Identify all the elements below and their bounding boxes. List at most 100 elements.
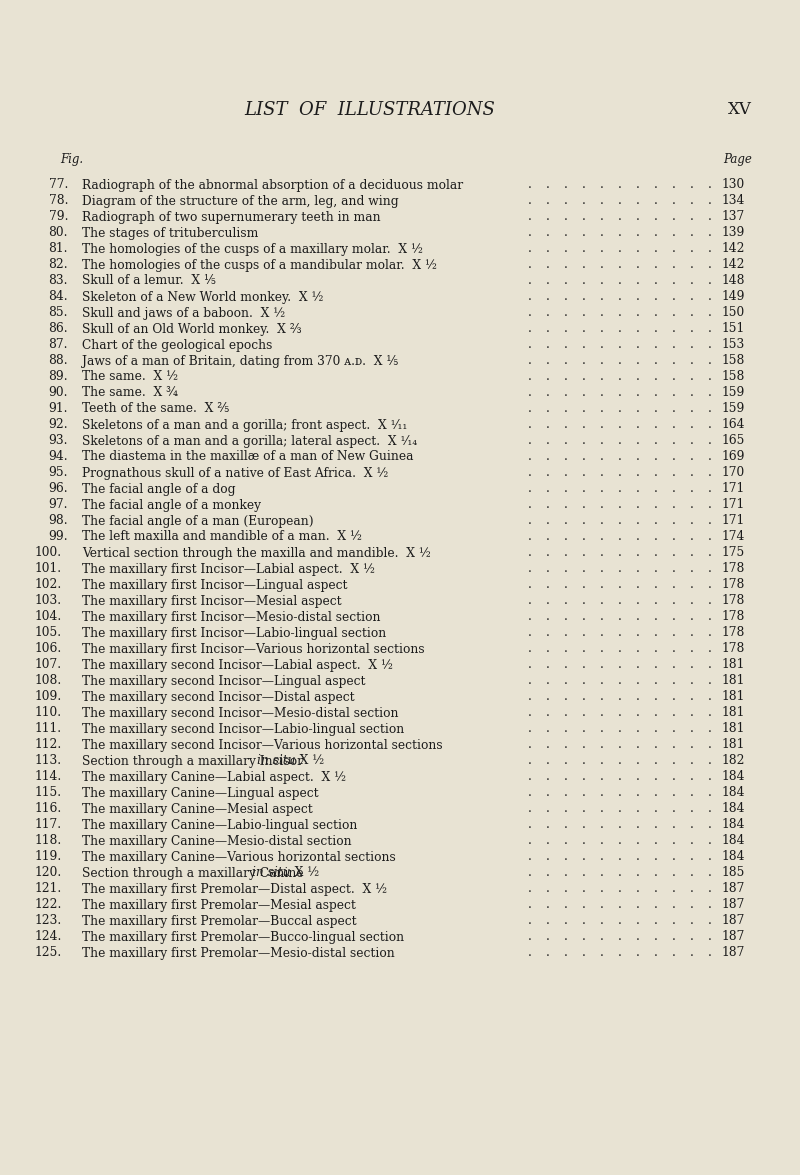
Text: .: . (546, 418, 550, 431)
Text: .: . (672, 290, 676, 303)
Text: .: . (546, 786, 550, 799)
Text: .: . (654, 786, 658, 799)
Text: .: . (582, 882, 586, 895)
Text: .: . (546, 435, 550, 448)
Text: The maxillary Canine—Labial aspect.  X ½: The maxillary Canine—Labial aspect. X ½ (82, 771, 346, 784)
Text: .: . (636, 851, 640, 864)
Text: .: . (582, 355, 586, 368)
Text: .: . (618, 515, 622, 528)
Text: .: . (564, 290, 568, 303)
Text: .: . (582, 674, 586, 687)
Text: .: . (690, 275, 694, 288)
Text: .: . (564, 739, 568, 752)
Text: .: . (708, 179, 712, 192)
Text: 84.: 84. (48, 290, 68, 303)
Text: .: . (690, 578, 694, 591)
Text: .: . (528, 242, 532, 255)
Text: .: . (528, 658, 532, 671)
Text: .: . (690, 786, 694, 799)
Text: .: . (708, 418, 712, 431)
Text: .: . (654, 258, 658, 271)
Text: .: . (582, 322, 586, 336)
Text: .: . (654, 418, 658, 431)
Text: .: . (546, 307, 550, 320)
Text: .: . (546, 387, 550, 400)
Text: .: . (654, 546, 658, 559)
Text: 125.: 125. (34, 947, 62, 960)
Text: .: . (690, 403, 694, 416)
Text: .: . (672, 338, 676, 351)
Text: 153: 153 (722, 338, 745, 351)
Text: .: . (564, 578, 568, 591)
Text: .: . (546, 258, 550, 271)
Text: .: . (636, 674, 640, 687)
Text: The left maxilla and mandible of a man.  X ½: The left maxilla and mandible of a man. … (82, 530, 362, 544)
Text: .: . (546, 882, 550, 895)
Text: .: . (636, 515, 640, 528)
Text: .: . (600, 418, 604, 431)
Text: .: . (672, 210, 676, 223)
Text: 106.: 106. (34, 643, 62, 656)
Text: .: . (528, 914, 532, 927)
Text: 178: 178 (722, 643, 745, 656)
Text: .: . (618, 418, 622, 431)
Text: .: . (708, 210, 712, 223)
Text: .: . (708, 290, 712, 303)
Text: 100.: 100. (35, 546, 62, 559)
Text: .: . (672, 803, 676, 815)
Text: .: . (600, 754, 604, 767)
Text: .: . (636, 947, 640, 960)
Text: .: . (528, 210, 532, 223)
Text: 96.: 96. (48, 483, 68, 496)
Text: .: . (636, 530, 640, 544)
Text: .: . (618, 546, 622, 559)
Text: 185: 185 (722, 866, 745, 880)
Text: .: . (528, 739, 532, 752)
Text: .: . (618, 338, 622, 351)
Text: .: . (528, 723, 532, 736)
Text: .: . (690, 851, 694, 864)
Text: .: . (690, 754, 694, 767)
Text: .: . (546, 931, 550, 944)
Text: .: . (564, 450, 568, 463)
Text: .: . (564, 418, 568, 431)
Text: .: . (690, 179, 694, 192)
Text: .: . (582, 866, 586, 880)
Text: .: . (564, 706, 568, 719)
Text: .: . (690, 466, 694, 479)
Text: The maxillary Canine—Various horizontal sections: The maxillary Canine—Various horizontal … (82, 851, 396, 864)
Text: .: . (708, 355, 712, 368)
Text: .: . (564, 179, 568, 192)
Text: 187: 187 (722, 882, 745, 895)
Text: .: . (582, 771, 586, 784)
Text: .: . (708, 546, 712, 559)
Text: .: . (708, 914, 712, 927)
Text: 158: 158 (722, 355, 745, 368)
Text: .: . (690, 563, 694, 576)
Text: Section through a maxillary Canine: Section through a maxillary Canine (82, 866, 307, 880)
Text: .: . (546, 242, 550, 255)
Text: .: . (564, 355, 568, 368)
Text: .: . (654, 834, 658, 847)
Text: .: . (564, 338, 568, 351)
Text: .: . (528, 595, 532, 607)
Text: Skull and jaws of a baboon.  X ½: Skull and jaws of a baboon. X ½ (82, 307, 285, 320)
Text: .: . (618, 387, 622, 400)
Text: 181: 181 (722, 658, 745, 671)
Text: XV: XV (728, 101, 752, 119)
Text: .: . (636, 739, 640, 752)
Text: .: . (528, 195, 532, 208)
Text: 130: 130 (722, 179, 745, 192)
Text: 181: 181 (722, 739, 745, 752)
Text: 171: 171 (722, 515, 745, 528)
Text: .: . (690, 355, 694, 368)
Text: .: . (654, 643, 658, 656)
Text: .: . (654, 210, 658, 223)
Text: .: . (636, 643, 640, 656)
Text: .: . (528, 355, 532, 368)
Text: .: . (690, 595, 694, 607)
Text: .: . (600, 435, 604, 448)
Text: .: . (528, 418, 532, 431)
Text: .: . (618, 931, 622, 944)
Text: .: . (600, 803, 604, 815)
